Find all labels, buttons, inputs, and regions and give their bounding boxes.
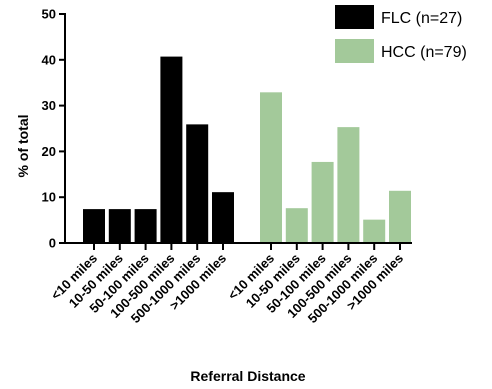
bar-s0-c2 bbox=[134, 209, 157, 243]
y-ticks-group: 0 10 20 30 40 50 bbox=[42, 7, 65, 251]
bar-s0-c1 bbox=[108, 209, 131, 243]
y-tick-label: 40 bbox=[42, 52, 56, 67]
bar-s1-c4 bbox=[363, 219, 386, 243]
y-tick-label: 50 bbox=[42, 7, 56, 22]
legend-swatch-1 bbox=[335, 39, 374, 63]
legend-swatch-0 bbox=[335, 5, 374, 29]
bar-s0-c0 bbox=[83, 209, 105, 243]
bar-s0-c5 bbox=[212, 192, 234, 243]
bar-s1-c5 bbox=[389, 190, 411, 243]
legend-label-1: HCC (n=79) bbox=[381, 44, 467, 61]
bar-s1-c1 bbox=[285, 208, 308, 243]
x-axis-title: Referral Distance bbox=[190, 368, 305, 384]
bar-s1-c3 bbox=[337, 127, 360, 243]
legend: FLC (n=27) HCC (n=79) bbox=[335, 5, 467, 63]
axes-group bbox=[64, 13, 412, 244]
bar-s0-c4 bbox=[186, 124, 209, 243]
legend-label-0: FLC (n=27) bbox=[381, 10, 462, 27]
y-tick-label: 10 bbox=[42, 190, 56, 205]
bars-group bbox=[83, 56, 411, 244]
y-axis-title: % of total bbox=[15, 115, 31, 178]
bar-s1-c0 bbox=[260, 92, 282, 244]
y-tick-label: 30 bbox=[42, 98, 56, 113]
bar-s1-c2 bbox=[311, 161, 334, 243]
bar-s0-c3 bbox=[160, 56, 183, 244]
y-tick-label: 20 bbox=[42, 144, 56, 159]
y-tick-label: 0 bbox=[49, 236, 56, 251]
